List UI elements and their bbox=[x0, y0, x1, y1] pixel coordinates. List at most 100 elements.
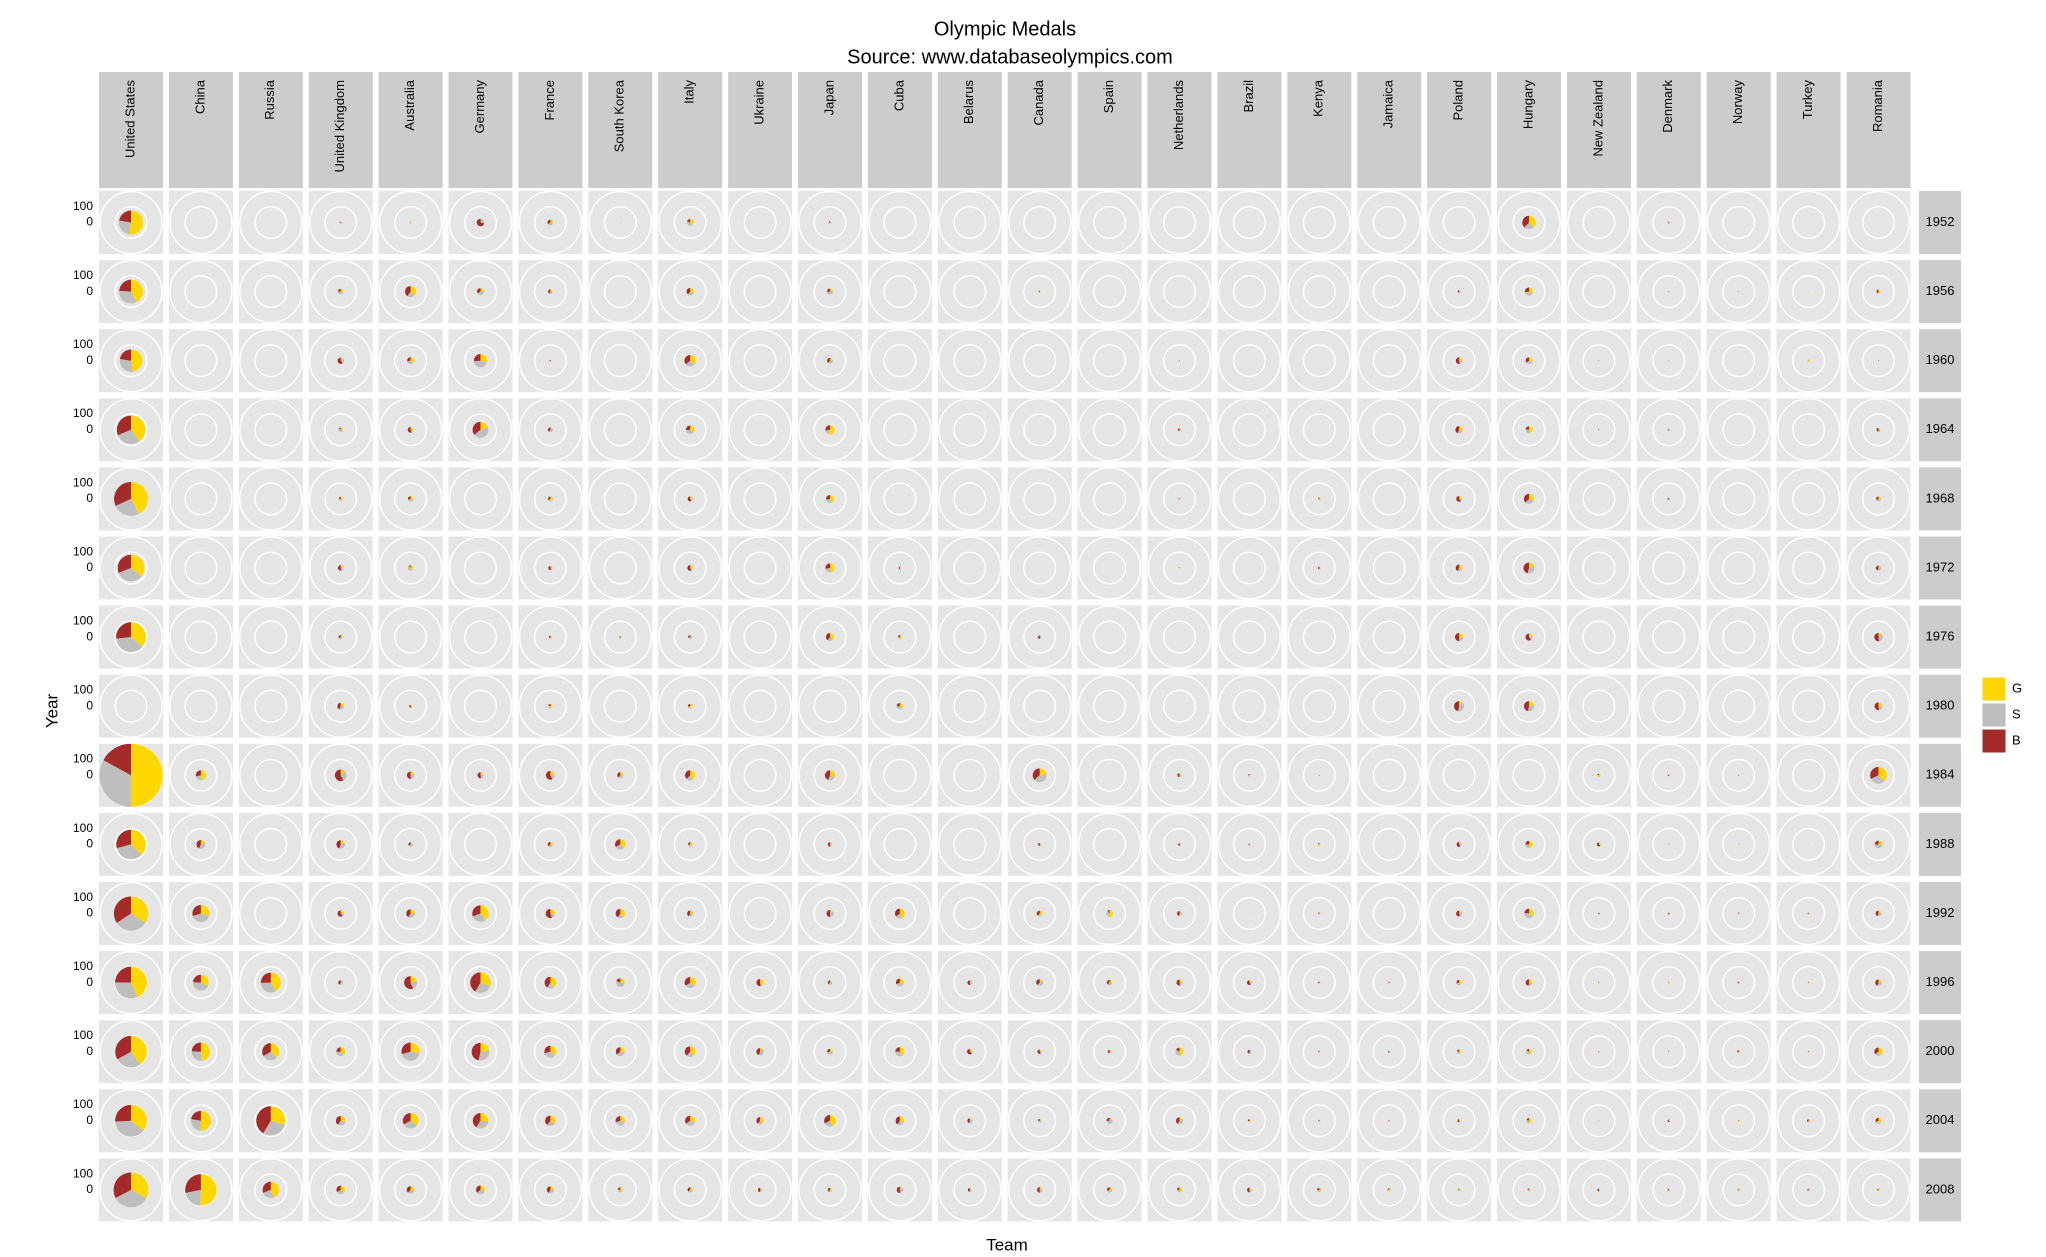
pie-slice bbox=[340, 771, 347, 781]
grid-circle bbox=[603, 413, 637, 447]
team-label: Romania bbox=[1870, 79, 1885, 132]
panel-ring bbox=[938, 674, 1002, 738]
grid-circle bbox=[1792, 275, 1826, 309]
panel-ring bbox=[938, 328, 1002, 393]
panel-ring bbox=[728, 881, 792, 946]
pie-slice bbox=[550, 359, 552, 362]
pie-slice bbox=[1459, 979, 1462, 985]
pie-slice bbox=[1389, 1120, 1390, 1122]
pie-slice bbox=[1037, 1049, 1041, 1054]
grid-circle bbox=[813, 344, 847, 378]
grid-circle bbox=[324, 205, 358, 240]
panel-ring bbox=[378, 812, 443, 877]
pie-slice bbox=[200, 1110, 211, 1131]
pie-slice bbox=[1878, 1047, 1883, 1056]
grid-circle bbox=[1861, 205, 1896, 240]
pie-slice bbox=[1668, 291, 1670, 293]
pie-slice bbox=[620, 908, 625, 918]
pie-slice bbox=[1179, 979, 1183, 983]
team-label: United States bbox=[122, 80, 137, 159]
pie-slice bbox=[1318, 567, 1321, 570]
panel-ring bbox=[1637, 605, 1701, 669]
pie-slice bbox=[684, 1046, 691, 1056]
panel bbox=[1357, 674, 1422, 738]
pie-slice bbox=[1598, 1051, 1600, 1052]
panel bbox=[1357, 605, 1422, 669]
pie-slice bbox=[1598, 1189, 1601, 1192]
pie-slice bbox=[827, 842, 830, 847]
grid-circle bbox=[114, 275, 148, 309]
panel-ring bbox=[1846, 881, 1911, 946]
panel-ring bbox=[1776, 1089, 1841, 1153]
panel-ring bbox=[1497, 398, 1561, 462]
pie-slice bbox=[337, 1189, 344, 1195]
grid-circle bbox=[813, 205, 847, 240]
pie-slice bbox=[548, 289, 551, 294]
pie-slice bbox=[548, 565, 551, 571]
pie-slice bbox=[1807, 981, 1810, 984]
team-label: France bbox=[542, 80, 557, 120]
pie-slice bbox=[1808, 912, 1810, 914]
grid-circle bbox=[1162, 551, 1197, 585]
pie-slice bbox=[1524, 291, 1533, 296]
pie-slice bbox=[131, 1035, 147, 1065]
grid-circle bbox=[394, 482, 428, 516]
grid-circle bbox=[1652, 620, 1686, 654]
panel bbox=[1776, 191, 1841, 254]
grid-circle bbox=[254, 896, 288, 931]
panel-ring bbox=[1287, 536, 1352, 600]
panel-ring bbox=[1846, 743, 1911, 808]
pie-slice bbox=[1039, 1051, 1042, 1054]
pie-slice bbox=[337, 910, 343, 917]
panel-ring bbox=[588, 1019, 653, 1084]
pie-slice bbox=[410, 429, 414, 433]
panel bbox=[168, 329, 233, 393]
panel-ring bbox=[99, 190, 163, 255]
y-tick-label: 0 bbox=[86, 698, 93, 712]
panel bbox=[728, 467, 793, 531]
grid-circle bbox=[1652, 1173, 1686, 1207]
pie-slice bbox=[546, 1186, 551, 1193]
grid-circle bbox=[953, 827, 987, 861]
panel-ring bbox=[1007, 812, 1072, 877]
grid-circle bbox=[394, 1104, 428, 1138]
pie-slice bbox=[550, 289, 553, 293]
y-tick-label: 0 bbox=[86, 1182, 93, 1196]
pie-slice bbox=[1039, 844, 1042, 846]
y-tick-label: 0 bbox=[86, 1113, 93, 1127]
pie-slice bbox=[1039, 290, 1041, 293]
pie-slice bbox=[1249, 1049, 1252, 1054]
pie-slice bbox=[1667, 1119, 1670, 1123]
pie-slice bbox=[99, 760, 131, 807]
pie-slice bbox=[1319, 1187, 1322, 1192]
pie-slice bbox=[1458, 290, 1461, 294]
pie-slice bbox=[1875, 1117, 1879, 1123]
panel-ring bbox=[868, 812, 932, 877]
panel-ring bbox=[1007, 881, 1072, 946]
grid-circle bbox=[533, 966, 567, 1000]
grid-circle bbox=[1442, 966, 1476, 1000]
pie-slice bbox=[1737, 1119, 1739, 1121]
grid-circle bbox=[254, 551, 288, 585]
grid-circle bbox=[1722, 344, 1756, 378]
grid-circle bbox=[1861, 896, 1896, 931]
pie-slice bbox=[131, 896, 149, 923]
pie-slice bbox=[1878, 1188, 1880, 1192]
grid-circle bbox=[254, 413, 288, 447]
panel-ring bbox=[1357, 605, 1421, 669]
panel bbox=[937, 882, 1002, 945]
pie-slice bbox=[118, 220, 131, 235]
pie-slice bbox=[1457, 429, 1463, 434]
pie-slice bbox=[1870, 766, 1879, 779]
grid-circle bbox=[1861, 1035, 1896, 1069]
grid-circle bbox=[1652, 205, 1686, 240]
grid-circle bbox=[813, 620, 847, 654]
grid-circle bbox=[1232, 482, 1266, 516]
pie-slice bbox=[340, 567, 344, 571]
pie-slice bbox=[1878, 840, 1883, 846]
pie-slice bbox=[1459, 842, 1462, 847]
pie-slice bbox=[1459, 496, 1462, 500]
grid-circle bbox=[953, 689, 987, 723]
pie-slice bbox=[1529, 493, 1535, 501]
pie-slice bbox=[338, 498, 343, 501]
